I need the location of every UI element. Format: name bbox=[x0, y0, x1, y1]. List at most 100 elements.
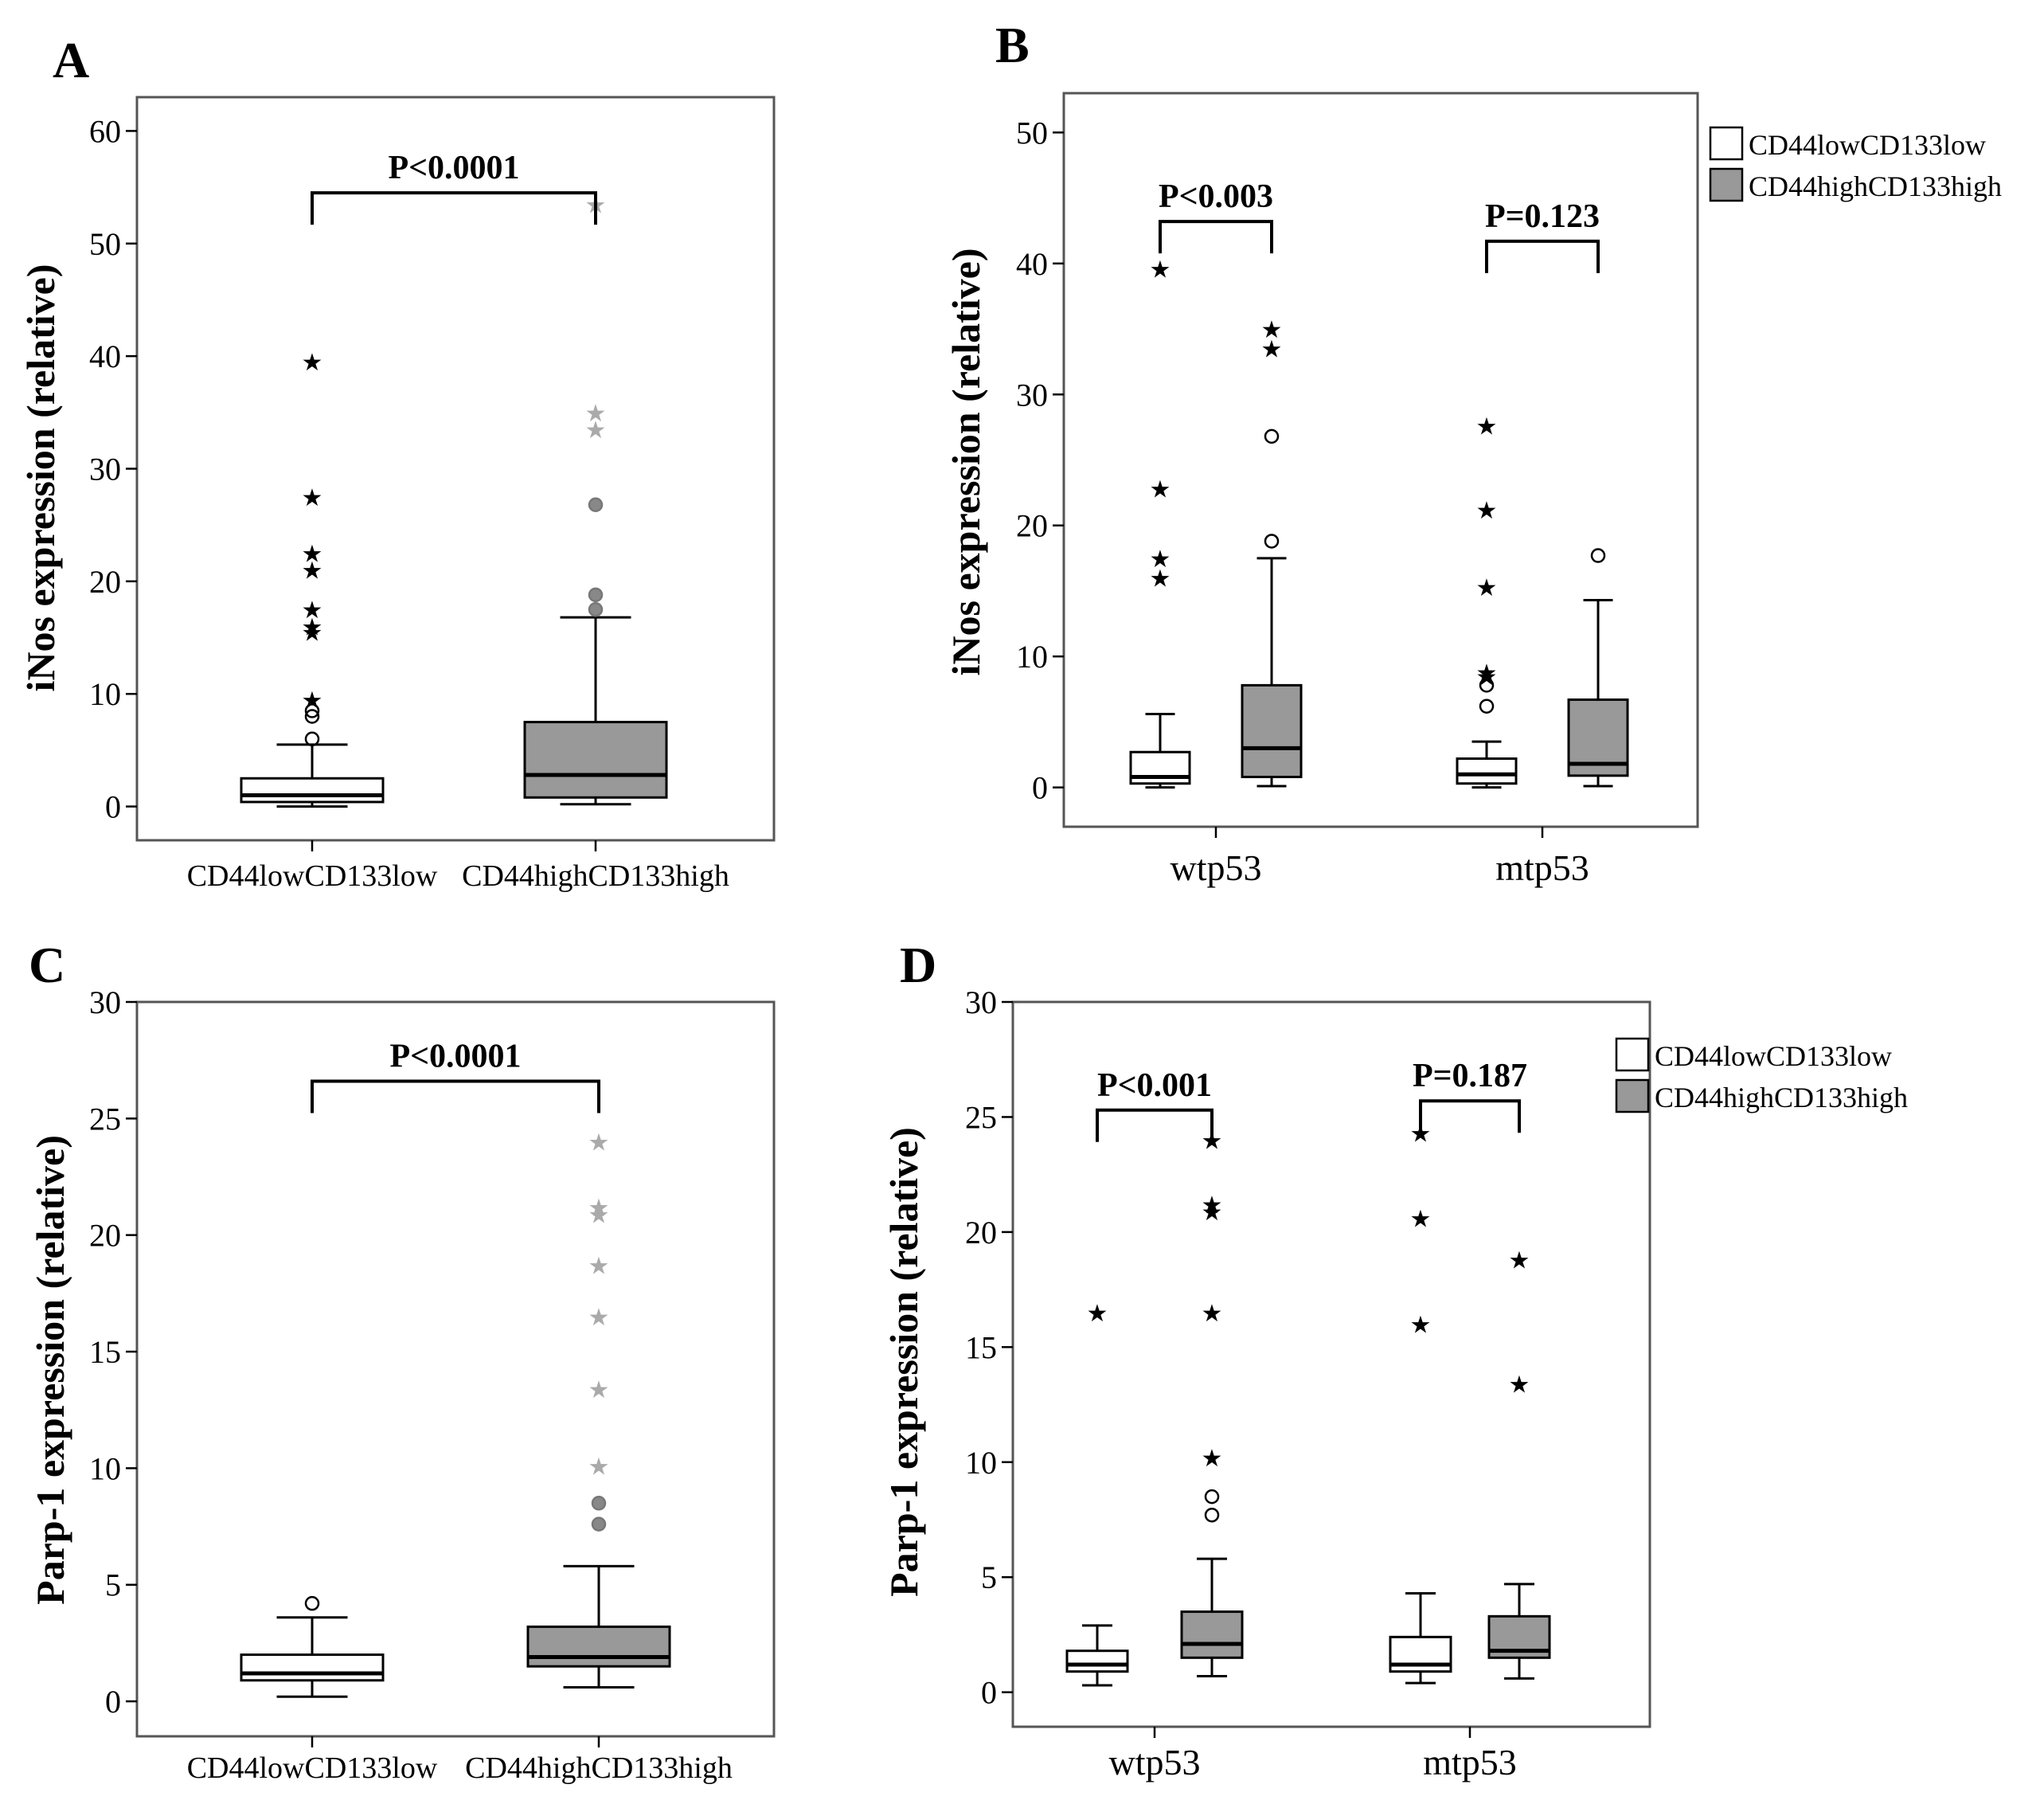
outlier-star: ★ bbox=[302, 542, 323, 568]
y-tick-label: 10 bbox=[89, 1450, 121, 1486]
outlier-circle bbox=[1264, 534, 1280, 549]
outlier-circle bbox=[588, 587, 604, 603]
outlier-star: ★ bbox=[302, 558, 323, 585]
legend-label: CD44highCD133high bbox=[1655, 1082, 1908, 1113]
y-tick-label: 10 bbox=[1016, 639, 1048, 675]
box-cd44highcd133high: ★★★★★★★ bbox=[526, 1130, 671, 1689]
y-tick-label: 0 bbox=[981, 1675, 997, 1711]
significance-bracket bbox=[1485, 239, 1600, 273]
outlier-circle bbox=[304, 1595, 320, 1611]
y-tick-label: 30 bbox=[965, 984, 997, 1020]
y-tick-label: 30 bbox=[1016, 377, 1048, 413]
y-axis-title: iNos expression (relative) bbox=[18, 264, 63, 692]
outlier-star: ★ bbox=[1150, 566, 1171, 593]
outlier-star: ★ bbox=[588, 1202, 610, 1228]
outlier-star: ★ bbox=[1476, 498, 1498, 524]
panel-letter: D bbox=[900, 937, 936, 993]
y-tick-label: 20 bbox=[1016, 508, 1048, 544]
legend-swatch bbox=[1709, 126, 1744, 161]
box-cd44lowcd133low: ★★★★ bbox=[1129, 256, 1191, 789]
box-iqr bbox=[526, 1625, 671, 1668]
panel-letter: C bbox=[29, 937, 65, 993]
legend-label: CD44lowCD133low bbox=[1749, 129, 1986, 161]
outlier-circle bbox=[304, 709, 320, 724]
outlier-star: ★ bbox=[1476, 660, 1498, 687]
outlier-star: ★ bbox=[302, 485, 323, 511]
y-tick-label: 50 bbox=[1016, 115, 1048, 151]
box-iqr bbox=[1180, 1610, 1244, 1659]
outlier-star: ★ bbox=[588, 1195, 610, 1222]
box-cd44lowcd133low: ★ bbox=[1065, 1301, 1129, 1687]
outlier-star: ★ bbox=[302, 350, 323, 376]
outlier-star: ★ bbox=[1476, 575, 1498, 601]
outlier-star: ★ bbox=[302, 614, 323, 640]
significance-bracket bbox=[311, 1079, 600, 1113]
y-axis-title: iNos expression (relative) bbox=[944, 248, 988, 676]
outlier-star: ★ bbox=[588, 1254, 610, 1280]
outlier-star: ★ bbox=[588, 1130, 610, 1156]
outlier-star: ★ bbox=[1261, 317, 1283, 343]
outlier-star: ★ bbox=[588, 1377, 610, 1403]
outlier-star: ★ bbox=[1410, 1207, 1432, 1233]
box-cd44highcd133high: ★★★ bbox=[523, 192, 668, 806]
y-tick-label: 5 bbox=[981, 1559, 997, 1595]
legend-swatch bbox=[1615, 1078, 1650, 1113]
outlier-star: ★ bbox=[1202, 1199, 1223, 1226]
outlier-star: ★ bbox=[1410, 1312, 1432, 1338]
plot-frame bbox=[135, 1000, 776, 1738]
x-group-label: wtp53 bbox=[1171, 847, 1262, 888]
y-axis-title: Parp-1 expression (relative) bbox=[881, 1127, 926, 1597]
y-tick-label: 25 bbox=[89, 1101, 121, 1137]
outlier-circle bbox=[1204, 1507, 1220, 1523]
box-iqr bbox=[1241, 683, 1303, 779]
outlier-star: ★ bbox=[302, 687, 323, 714]
outlier-circle bbox=[588, 497, 604, 512]
box-cd44highcd133high: ★★ bbox=[1487, 1248, 1551, 1680]
x-group-label: mtp53 bbox=[1495, 847, 1589, 888]
plot-frame bbox=[135, 96, 776, 842]
y-axis-title: Parp-1 expression (relative) bbox=[28, 1135, 72, 1605]
outlier-circle bbox=[1479, 678, 1495, 693]
outlier-circle bbox=[1590, 548, 1606, 563]
significance-bracket bbox=[311, 191, 597, 225]
outlier-star: ★ bbox=[588, 1454, 610, 1480]
legend-swatch bbox=[1709, 167, 1744, 202]
outlier-star: ★ bbox=[1150, 546, 1171, 573]
outlier-star: ★ bbox=[1150, 256, 1171, 283]
outlier-star: ★ bbox=[1476, 664, 1498, 691]
y-tick-label: 60 bbox=[89, 113, 121, 149]
significance-bracket bbox=[1419, 1099, 1521, 1133]
y-tick-label: 5 bbox=[105, 1567, 121, 1603]
box-cd44lowcd133low: ★★★★★★★★ bbox=[240, 350, 385, 808]
y-tick-label: 0 bbox=[105, 1684, 121, 1720]
outlier-star: ★ bbox=[585, 401, 607, 427]
significance-bracket bbox=[1096, 1108, 1214, 1142]
x-category-label: CD44lowCD133low bbox=[187, 859, 438, 893]
y-tick-label: 15 bbox=[965, 1329, 997, 1365]
p-value-label: P=0.123 bbox=[1485, 198, 1600, 235]
outlier-circle bbox=[591, 1496, 607, 1511]
outlier-star: ★ bbox=[1087, 1301, 1108, 1327]
plot-frame bbox=[1011, 1000, 1651, 1728]
y-tick-label: 0 bbox=[105, 789, 121, 825]
outlier-circle bbox=[1479, 699, 1495, 714]
outlier-star: ★ bbox=[1509, 1248, 1530, 1274]
p-value-label: P<0.0001 bbox=[389, 1039, 521, 1075]
significance-bracket bbox=[1159, 220, 1273, 254]
y-tick-label: 0 bbox=[1032, 770, 1048, 806]
y-tick-label: 30 bbox=[89, 984, 121, 1020]
outlier-circle bbox=[591, 1516, 607, 1532]
outlier-circle bbox=[304, 703, 320, 718]
outlier-star: ★ bbox=[1509, 1372, 1530, 1399]
p-value-label: P<0.003 bbox=[1159, 178, 1273, 215]
y-tick-label: 15 bbox=[89, 1334, 121, 1370]
x-category-label: CD44lowCD133low bbox=[187, 1751, 438, 1785]
plot-frame bbox=[1062, 92, 1699, 828]
p-value-label: P=0.187 bbox=[1413, 1058, 1527, 1094]
outlier-circle bbox=[1264, 428, 1280, 444]
outlier-star: ★ bbox=[1261, 337, 1283, 363]
y-tick-label: 40 bbox=[89, 338, 121, 374]
box-iqr bbox=[1456, 757, 1518, 785]
x-category-label: CD44highCD133high bbox=[462, 859, 729, 893]
